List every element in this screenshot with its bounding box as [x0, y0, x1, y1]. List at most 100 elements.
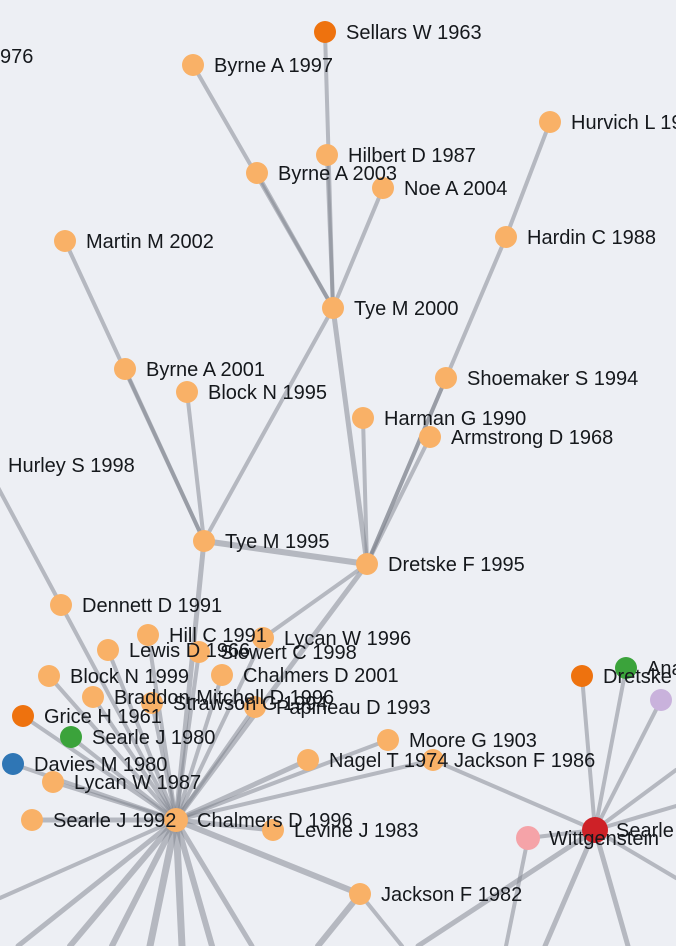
graph-node-davies1980[interactable]: [2, 753, 24, 775]
graph-edge: [325, 153, 335, 310]
graph-node-tye1995[interactable]: [193, 530, 215, 552]
node-label-offscreen-0: 976: [0, 46, 33, 68]
graph-edge: [365, 435, 432, 566]
graph-edge-offscreen: [542, 827, 598, 946]
graph-edge: [106, 648, 178, 822]
graph-node-sellars1963[interactable]: [314, 21, 336, 43]
graph-node-searle_right[interactable]: [582, 817, 608, 843]
node-label-armstrong1968: Armstrong D 1968: [451, 427, 613, 449]
graph-node-searle1992[interactable]: [21, 809, 43, 831]
graph-node-jackson1982[interactable]: [349, 883, 371, 905]
graph-node-levine1983[interactable]: [262, 819, 284, 841]
node-label-moore1903: Moore G 1903: [409, 730, 537, 752]
graph-node-hill1991[interactable]: [137, 624, 159, 646]
node-label-noe2004: Noe A 2004: [404, 178, 507, 200]
graph-edge: [504, 120, 552, 239]
graph-node-hurvich[interactable]: [539, 111, 561, 133]
node-label-searle1980: Searle J 1980: [92, 727, 215, 749]
graph-edge-offscreen: [173, 817, 255, 946]
graph-node-martin2002[interactable]: [54, 230, 76, 252]
node-label-levine1983: Levine J 1983: [294, 820, 419, 842]
graph-node-siewert1998[interactable]: [188, 641, 210, 663]
graph-node-chalmers2001[interactable]: [211, 664, 233, 686]
graph-node-byrne2001[interactable]: [114, 358, 136, 380]
graph-edge-offscreen: [0, 486, 63, 607]
graph-edge-offscreen: [15, 817, 179, 946]
node-label-chalmers2001: Chalmers D 2001: [243, 665, 399, 687]
node-label-grice1961: Grice H 1961: [44, 706, 162, 728]
graph-node-tye2000[interactable]: [322, 297, 344, 319]
node-label-chalmers1996: Chalmers D 1996: [197, 810, 353, 832]
graph-node-an_right[interactable]: [615, 657, 637, 679]
graph-edge-offscreen: [592, 827, 631, 946]
graph-node-searle1980[interactable]: [60, 726, 82, 748]
graph-node-papineau1993[interactable]: [244, 696, 266, 718]
graph-edge: [174, 636, 265, 822]
graph-node-hilbert1987[interactable]: [316, 144, 338, 166]
graph-edge: [261, 562, 369, 640]
graph-edge: [593, 698, 663, 832]
graph-node-dennett1991[interactable]: [50, 594, 72, 616]
graph-node-byrne2003[interactable]: [246, 162, 268, 184]
node-label-hilbert1987: Hilbert D 1987: [348, 145, 476, 167]
graph-node-nagel1974[interactable]: [297, 749, 319, 771]
graph-edge-offscreen: [593, 828, 676, 880]
graph-edge-offscreen: [109, 817, 179, 946]
node-label-lewis1966: Lewis D 1966: [129, 640, 250, 662]
graph-edge: [255, 171, 335, 310]
graph-edge: [330, 305, 370, 567]
graph-edge: [91, 695, 178, 822]
graph-edge-offscreen: [146, 816, 180, 946]
graph-node-lycan1996[interactable]: [252, 627, 274, 649]
graph-edge: [593, 666, 628, 832]
graph-node-moore1903[interactable]: [377, 729, 399, 751]
graph-edge-offscreen: [0, 818, 178, 900]
node-label-strawson1994: Strawson G 1994: [173, 693, 328, 715]
node-label-tye1995: Tye M 1995: [225, 531, 330, 553]
graph-node-noe2004[interactable]: [372, 177, 394, 199]
graph-edge: [123, 367, 206, 543]
node-label-offscreen-1: Hurley S 1998: [8, 455, 135, 477]
node-label-braddon1996: Braddon-Mitchell D 1996: [114, 687, 334, 709]
graph-node-braddon1996[interactable]: [82, 686, 104, 708]
graph-node-lewis1966[interactable]: [97, 639, 119, 661]
graph-node-dretske_right[interactable]: [571, 665, 593, 687]
graph-edge: [201, 538, 370, 567]
graph-node-grice1961[interactable]: [12, 705, 34, 727]
graph-edge: [174, 673, 224, 822]
graph-node-dretske1995[interactable]: [356, 553, 378, 575]
node-label-papineau1993: Papineau D 1993: [276, 697, 431, 719]
node-label-block1995: Block N 1995: [208, 382, 327, 404]
graph-node-shoemaker1994[interactable]: [435, 367, 457, 389]
graph-edge-offscreen: [593, 804, 676, 832]
graph-node-byrne1997[interactable]: [182, 54, 204, 76]
graph-node-purple_right[interactable]: [650, 689, 672, 711]
graph-edge: [59, 603, 178, 822]
graph-node-lycan1987[interactable]: [42, 771, 64, 793]
graph-edge: [331, 186, 385, 310]
graph-node-block1999[interactable]: [38, 665, 60, 687]
node-label-hardin1988: Hardin C 1988: [527, 227, 656, 249]
node-label-nagel1974: Nagel T 1974: [329, 750, 448, 772]
node-label-block1999: Block N 1999: [70, 666, 189, 688]
graph-node-block1995[interactable]: [176, 381, 198, 403]
graph-edge: [361, 416, 369, 566]
graph-node-harman1990[interactable]: [352, 407, 374, 429]
node-label-harman1990: Harman G 1990: [384, 408, 526, 430]
graph-edge: [580, 674, 597, 832]
node-label-jackson1982: Jackson F 1982: [381, 884, 522, 906]
graph-node-chalmers1996[interactable]: [164, 808, 188, 832]
graph-node-wittgenstein[interactable]: [516, 826, 540, 850]
graph-node-strawson1994[interactable]: [141, 692, 163, 714]
graph-edge: [173, 817, 363, 897]
node-label-byrne2001: Byrne A 2001: [146, 359, 265, 381]
graph-node-jackson1986[interactable]: [422, 749, 444, 771]
graph-edge-offscreen: [415, 827, 598, 946]
graph-node-hardin1988[interactable]: [495, 226, 517, 248]
node-label-searle_right: Searle: [616, 820, 674, 842]
node-label-lycan1996: Lycan W 1996: [284, 628, 411, 650]
graph-node-armstrong1968[interactable]: [419, 426, 441, 448]
